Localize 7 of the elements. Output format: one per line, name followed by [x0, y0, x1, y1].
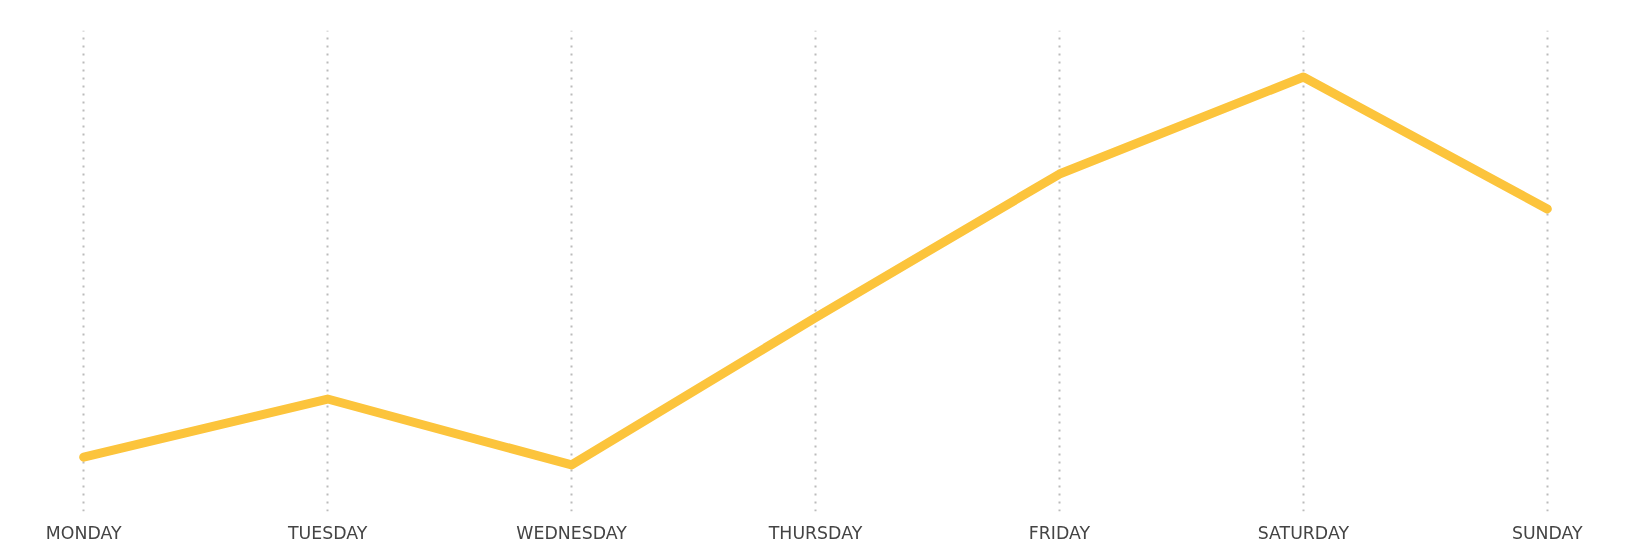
- x-tick-label: FRIDAY: [1028, 522, 1091, 543]
- x-tick-label: TUESDAY: [286, 522, 368, 543]
- x-tick-label: WEDNESDAY: [516, 522, 628, 543]
- x-tick-label: SUNDAY: [1511, 522, 1584, 543]
- x-tick-label: MONDAY: [45, 522, 122, 543]
- x-tick-label: SATURDAY: [1257, 522, 1350, 543]
- x-tick-label: THURSDAY: [767, 522, 863, 543]
